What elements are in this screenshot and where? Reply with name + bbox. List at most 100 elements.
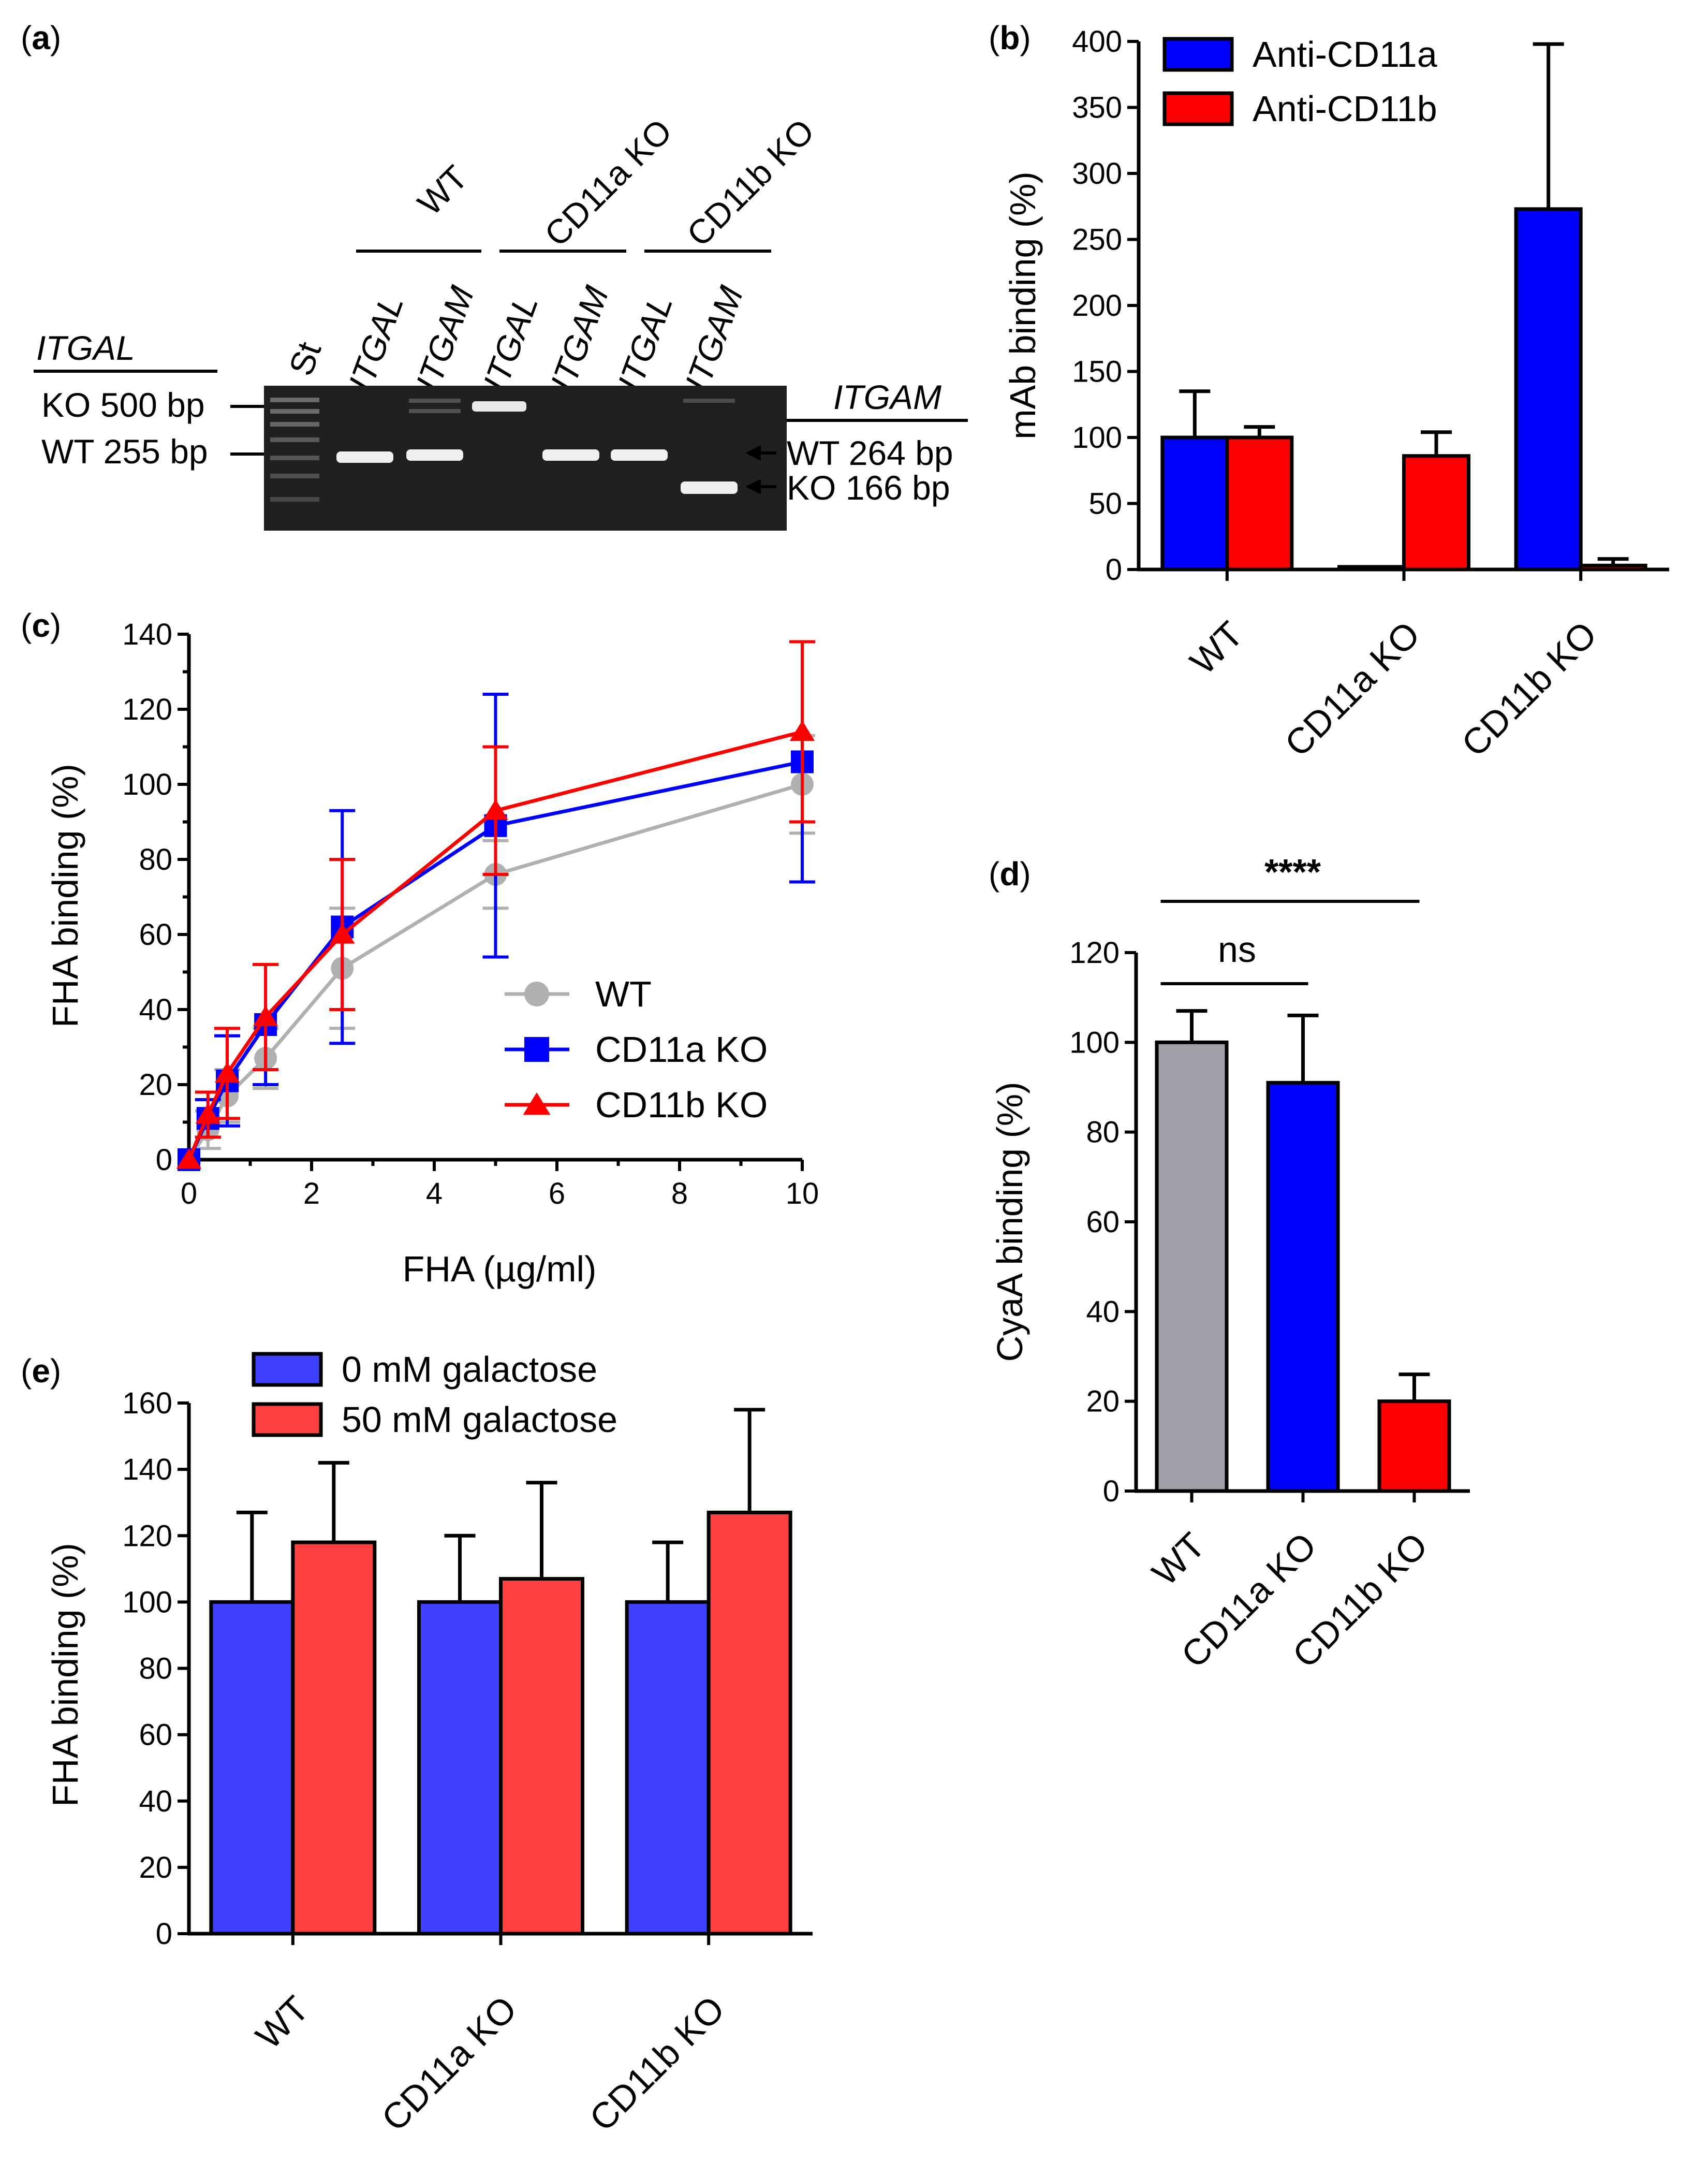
gel-band-cd11b-itgal: [611, 449, 668, 461]
gel-band-wt-itgal: [336, 451, 393, 463]
panel-b-legend-swatch-anti-cd11b: [1162, 91, 1234, 126]
panel-c-legend-marker-cd11b-ko: [523, 1092, 551, 1115]
panel-c-y-tick-label: 40: [139, 993, 172, 1027]
panel-d-label: (d): [989, 855, 1031, 893]
panel-b-legend: Anti-CD11a Anti-CD11b: [1162, 34, 1437, 129]
panel-e-y-tick-label: 160: [122, 1386, 172, 1420]
panel-b-bar-cd11a-ko-anti-cd11b: [1402, 454, 1470, 572]
panel-d-bar-wt: [1155, 1040, 1229, 1493]
panel-e-y-tick-label: 100: [122, 1585, 172, 1619]
panel-b-plot-area: 0 50 100 150 200 250 300 350 400 WT CD11a KO CD11b …: [1072, 25, 1669, 764]
gel-group-cd11a-ko: CD11a KO: [537, 111, 680, 254]
panel-c-x-tick-label: 10: [786, 1177, 819, 1210]
panel-e-y-tick-label: 120: [122, 1519, 172, 1553]
panel-e-plot-area: 0 20 40 60 80 100 120 140 160 WT CD11a KO CD11b KO: [122, 1386, 813, 2139]
panel-b-bar-cd11b-ko-anti-cd11a: [1514, 207, 1583, 572]
panel-a-gel: (a) WT CD11a KO CD11b KO St ITGAL ITGAM …: [21, 19, 968, 531]
panel-d-x-tick-label: WT: [1144, 1525, 1213, 1593]
panel-b-y-tick-label: 0: [1106, 553, 1122, 587]
panel-c-y-axis-label: FHA binding (%): [45, 764, 85, 1028]
gel-ladder: [270, 398, 319, 502]
gel-band-cd11b-itgam-ko: [681, 481, 738, 494]
panel-e-y-tick-label: 0: [156, 1917, 172, 1951]
panel-d-y-tick-label: 40: [1086, 1295, 1120, 1328]
panel-c-point-cd11b-ko: [195, 1103, 220, 1124]
panel-c-legend-label-cd11a-ko: CD11a KO: [595, 1029, 768, 1070]
gel-right-header: ITGAM: [833, 378, 941, 416]
panel-e-bar-wt-0-mm-galactose: [209, 1600, 295, 1936]
gel-marker-wt-255: WT 255 bp: [41, 432, 208, 471]
gel-band-cd11a-itgal-ko: [472, 401, 526, 412]
panel-d-y-tick-label: 120: [1069, 936, 1120, 970]
gel-marker-ko-500: KO 500 bp: [41, 386, 205, 424]
panel-e-bar-cd11b-ko-50-mm-galactose: [706, 1510, 792, 1936]
gel-lane-itgal-wt: ITGAL: [341, 290, 411, 396]
panel-b-legend-label-anti-cd11b: Anti-CD11b: [1253, 89, 1437, 129]
panel-c-x-tick-label: 4: [426, 1177, 443, 1210]
panel-b-y-tick-label: 100: [1072, 421, 1122, 455]
panel-c-plot-area: 0 20 40 60 80 100 120 140 0 2 4 6 8 10: [122, 618, 819, 1210]
gel-band-wt-itgam: [406, 449, 463, 461]
panel-c-x-tick-label: 0: [181, 1177, 197, 1210]
panel-b-x-tick-label: WT: [1182, 613, 1250, 682]
panel-b-label: (b): [989, 19, 1031, 56]
panel-d-y-tick-label: 80: [1086, 1116, 1120, 1149]
panel-e-chart: (e) FHA binding (%) 0 20 40 60 80 100 120 140 16…: [21, 1349, 813, 2139]
panel-b-y-axis-label: mAb binding (%): [1003, 171, 1043, 439]
panel-d-chart: (d) CyaA binding (%) 020406080100120WTCD…: [989, 852, 1470, 1675]
gel-lane-itgam-wt: ITGAM: [408, 281, 481, 396]
gel-arrowhead-wt-264: [745, 445, 761, 461]
panel-a-label: (a): [21, 19, 61, 56]
gel-arrowhead-ko-166: [745, 479, 761, 494]
panel-d-bar-cd11a-ko: [1266, 1080, 1340, 1493]
panel-b-y-tick-label: 350: [1072, 91, 1122, 125]
panel-c-legend-label-wt: WT: [595, 974, 652, 1014]
panel-b-legend-swatch-anti-cd11a: [1162, 37, 1234, 72]
panel-e-y-tick-label: 60: [139, 1718, 172, 1752]
panel-b-bar-wt-anti-cd11a: [1160, 435, 1229, 572]
panel-c-y-tick-label: 80: [139, 843, 172, 877]
panel-d-significance-stars: ****: [1264, 852, 1321, 892]
panel-d-bar-cd11b-ko: [1377, 1399, 1451, 1493]
panel-d-y-tick-label: 0: [1103, 1474, 1120, 1508]
panel-e-bar-cd11b-ko-0-mm-galactose: [625, 1600, 711, 1936]
panel-b-chart: (b) mAb binding (%) 0 50 100 150 200 250 300 35…: [989, 19, 1669, 764]
panel-e-y-tick-label: 140: [122, 1453, 172, 1486]
panel-e-y-tick-label: 40: [139, 1785, 172, 1818]
panel-c-point-cd11b-ko: [483, 799, 508, 820]
panel-e-bar-wt-50-mm-galactose: [291, 1540, 377, 1936]
panel-e-label: (e): [21, 1352, 61, 1390]
panel-b-y-tick-label: 150: [1072, 355, 1122, 389]
panel-e-x-tick-label: CD11a KO: [374, 1988, 524, 2139]
panel-c-y-tick-label: 20: [139, 1068, 172, 1102]
panel-c-legend-marker-cd11a-ko: [524, 1037, 549, 1062]
panel-e-legend-swatch-0-mm-galactose: [252, 1352, 323, 1387]
panel-e-x-tick-label: CD11b KO: [582, 1988, 732, 2139]
panel-e-legend-label-0-mm-galactose: 0 mM galactose: [342, 1349, 597, 1390]
gel-group-cd11b-ko: CD11b KO: [680, 111, 822, 254]
panel-c-point-cd11b-ko: [214, 1062, 240, 1083]
panel-e-x-tick-label: WT: [248, 1988, 316, 2056]
panel-c-legend-marker-wt: [524, 982, 549, 1006]
gel-left-header: ITGAL: [36, 329, 135, 367]
panel-c-legend-label-cd11b-ko: CD11b KO: [595, 1085, 768, 1125]
gel-marker-ko-166: KO 166 bp: [787, 469, 950, 507]
panel-c-point-cd11b-ko: [253, 1005, 278, 1027]
panel-b-y-tick-label: 50: [1088, 487, 1122, 521]
panel-c-y-tick-label: 140: [122, 618, 172, 651]
panel-e-legend: 0 mM galactose 50 mM galactose: [252, 1349, 617, 1440]
panel-c-point-cd11b-ko: [789, 720, 815, 741]
panel-e-legend-swatch-50-mm-galactose: [252, 1402, 323, 1437]
panel-d-y-axis-label: CyaA binding (%): [990, 1082, 1030, 1362]
panel-d-y-tick-label: 60: [1086, 1205, 1120, 1239]
panel-c-label: (c): [21, 607, 61, 644]
gel-lane-itgal-cd11b: ITGAL: [610, 290, 680, 396]
panel-b-bar-wt-anti-cd11b: [1225, 435, 1294, 572]
gel-band-cd11a-itgam: [542, 449, 599, 461]
panel-b-y-tick-label: 250: [1072, 223, 1122, 257]
panel-b-legend-label-anti-cd11a: Anti-CD11a: [1253, 34, 1437, 75]
panel-d-significance-ns: ns: [1218, 929, 1256, 970]
